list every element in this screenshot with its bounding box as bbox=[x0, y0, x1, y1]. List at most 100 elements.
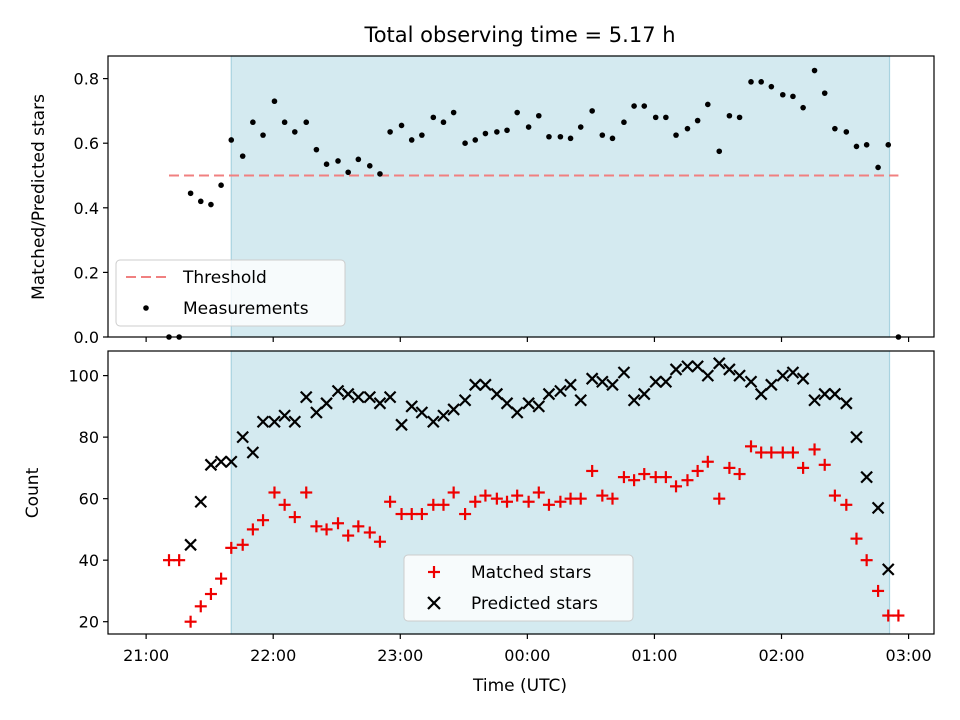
predicted-star-point bbox=[395, 418, 408, 432]
top-y-tick-label: 0.0 bbox=[74, 328, 99, 347]
bottom-axes-frame bbox=[107, 350, 935, 635]
predicted-star-point bbox=[458, 393, 472, 407]
measurement-point bbox=[387, 129, 393, 135]
measurement-point bbox=[621, 119, 627, 126]
matched-star-point bbox=[882, 609, 895, 622]
predicted-star-point bbox=[224, 455, 238, 469]
matched-star-point bbox=[755, 446, 768, 459]
matched-star-point bbox=[828, 489, 841, 502]
x-tick-label: 03:00 bbox=[886, 646, 932, 665]
measurement-point bbox=[599, 132, 606, 138]
predicted-star-point bbox=[765, 378, 778, 392]
matched-star-point bbox=[745, 440, 758, 453]
matched-star-point bbox=[363, 526, 376, 539]
predicted-star-point bbox=[649, 375, 662, 389]
matched-star-point bbox=[786, 446, 799, 459]
measurements-legend-marker bbox=[143, 305, 149, 311]
matched-star-point bbox=[649, 471, 662, 484]
bottom-panel: 20 40 60 80 100 21:00 22:00 23:00 00:00 01:00 02:… bbox=[23, 350, 935, 696]
predicted-star-point bbox=[808, 393, 821, 407]
predicted-star-point bbox=[490, 387, 504, 401]
x-tick-label: 21:00 bbox=[123, 646, 169, 665]
bottom-legend: Matched stars Predicted stars bbox=[403, 554, 634, 622]
measurement-point bbox=[716, 148, 723, 155]
top-y-axis-label: Matched/Predicted stars bbox=[29, 94, 49, 300]
matched-star-point bbox=[850, 532, 863, 545]
measurement-point bbox=[811, 67, 818, 74]
matched-star-point bbox=[797, 461, 810, 474]
predicted-star-point bbox=[352, 390, 365, 404]
predicted-star-point bbox=[437, 409, 450, 422]
matched-star-point bbox=[184, 615, 197, 628]
bottom-x-ticks: 21:00 22:00 23:00 00:00 01:00 02:00 03:00 bbox=[123, 634, 932, 665]
matched-star-point bbox=[415, 508, 428, 521]
top-y-tick-label: 0.6 bbox=[74, 134, 99, 153]
predicted-star-point bbox=[246, 446, 260, 459]
predicted-star-point bbox=[320, 397, 333, 410]
matched-star-point bbox=[501, 495, 514, 508]
predicted-star-point bbox=[236, 430, 249, 444]
matched-star-point bbox=[542, 498, 555, 511]
matched-star-point bbox=[617, 471, 630, 484]
predicted-star-point bbox=[786, 366, 800, 379]
x-tick-label: 01:00 bbox=[631, 646, 677, 665]
predicted-star-point bbox=[288, 415, 302, 429]
matched-star-point bbox=[860, 554, 873, 567]
measurement-point bbox=[514, 109, 520, 116]
matched-star-point bbox=[638, 468, 651, 481]
matched-star-point bbox=[681, 474, 694, 487]
predicted-star-point bbox=[681, 360, 694, 373]
matched-star-point bbox=[479, 489, 492, 502]
predicted-star-point bbox=[701, 369, 715, 382]
predicted-star-point bbox=[214, 455, 228, 469]
top-panel: 0.00.20.40.60.8 Matched/Predicted stars … bbox=[29, 55, 935, 347]
measurement-point bbox=[832, 125, 838, 132]
measurement-points bbox=[166, 67, 902, 340]
measurement-point bbox=[577, 124, 584, 130]
predicted-star-point bbox=[691, 360, 704, 373]
measurement-point bbox=[736, 114, 743, 121]
measurement-point bbox=[875, 164, 881, 171]
matched-star-point bbox=[459, 508, 472, 521]
measurement-point bbox=[260, 132, 266, 138]
top-y-tick-label: 0.4 bbox=[74, 199, 99, 218]
matched-star-point bbox=[257, 514, 270, 527]
matched-star-point bbox=[384, 495, 397, 508]
matched-star-point bbox=[776, 446, 789, 459]
predicted-star-point bbox=[278, 409, 291, 422]
matched-star-point bbox=[162, 554, 175, 567]
matched-star-point bbox=[320, 523, 333, 536]
matched-star-point bbox=[628, 474, 641, 487]
matched-legend-marker bbox=[428, 566, 440, 578]
matched-star-point bbox=[332, 517, 345, 530]
matched-star-point bbox=[405, 508, 418, 521]
measurement-point bbox=[663, 114, 669, 121]
measurement-point bbox=[800, 104, 806, 111]
legend-matched-label: Matched stars bbox=[471, 563, 591, 583]
predicted-star-point bbox=[585, 372, 599, 385]
matched-star-point bbox=[765, 446, 778, 459]
bottom-legend-box bbox=[403, 554, 634, 622]
measurement-point bbox=[779, 91, 786, 98]
measurement-point bbox=[408, 137, 415, 143]
predicted-star-point bbox=[310, 406, 323, 419]
top-y-ticks: 0.0 0.2 0.4 0.6 0.8 bbox=[74, 70, 108, 347]
predicted-star-point bbox=[637, 387, 651, 401]
x-tick-label: 02:00 bbox=[758, 646, 804, 665]
matched-star-point bbox=[659, 471, 672, 484]
measurement-point bbox=[228, 137, 235, 143]
matched-star-point bbox=[173, 554, 186, 567]
matched-star-point bbox=[352, 520, 365, 533]
measurement-point bbox=[250, 119, 256, 126]
measurement-point bbox=[641, 103, 648, 109]
matched-star-point bbox=[564, 492, 577, 505]
measurement-point bbox=[694, 117, 701, 124]
measurement-point bbox=[821, 90, 828, 96]
measurement-point bbox=[589, 108, 595, 114]
measurement-point bbox=[885, 142, 892, 148]
matched-star-point bbox=[342, 529, 355, 542]
predicted-star-point bbox=[627, 393, 641, 407]
measurement-point bbox=[843, 129, 850, 135]
predicted-star-point bbox=[754, 387, 768, 401]
top-y-tick-label: 0.2 bbox=[74, 263, 99, 282]
